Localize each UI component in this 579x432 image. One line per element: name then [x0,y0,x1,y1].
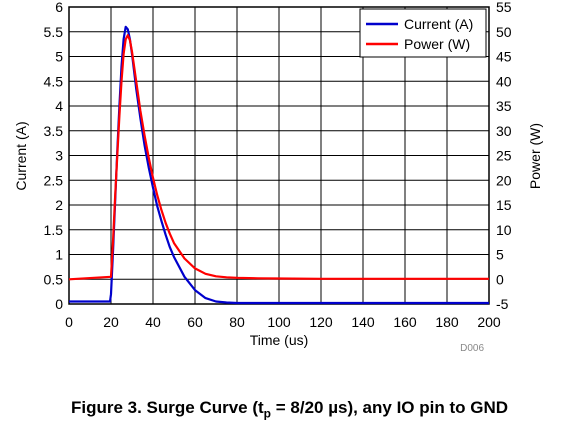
x-tick-label: 120 [309,314,333,330]
x-tick-label: 60 [187,314,203,330]
surge-curve-chart: 0 20 40 60 80 100 120 140 160 180 200 00.511.522.5… [13,0,543,354]
x-tick-label: 100 [267,314,291,330]
x-axis-ticks: 0 20 40 60 80 100 120 140 160 180 200 [65,314,501,330]
legend-box [359,8,487,58]
y2-tick-label: 50 [496,24,512,40]
y-tick-label: 3.5 [44,123,64,139]
x-tick-label: 0 [65,314,73,330]
y2-tick-label: 0 [496,271,504,287]
x-tick-label: 180 [435,314,459,330]
figure-caption: Figure 3. Surge Curve (tp = 8/20 µs), an… [0,398,579,420]
y-tick-label: 6 [55,0,63,15]
y2-tick-label: 55 [496,0,512,15]
y-tick-label: 5.5 [44,24,64,40]
legend: Current (A) Power (W) [359,8,487,58]
y2-tick-label: 25 [496,148,512,164]
y-axis-ticks: 0 0.5 1 1.5 2 2.5 3 3.5 4 4.5 5 5.5 6 [44,0,64,312]
x-tick-label: 200 [477,314,501,330]
legend-label-current: Current (A) [404,16,473,32]
y2-tick-label: 10 [496,222,512,238]
source-tag: D006 [460,343,484,354]
caption-subscript: p [263,406,272,421]
y-tick-label: 4 [55,98,63,114]
series-line-power [68,34,489,281]
y-tick-label: 3 [55,148,63,164]
caption-suffix: = 8/20 µs), any IO pin to GND [271,398,509,417]
y-tick-label: 1 [55,247,63,263]
x-tick-label: 20 [103,314,119,330]
x-tick-label: 40 [145,314,161,330]
series-lines [68,25,489,305]
y2-tick-label: -5 [496,296,509,312]
y-axis-label: Current (A) [13,121,29,190]
y2-tick-label: 40 [496,73,512,89]
y2-tick-label: 20 [496,172,512,188]
y-tick-label: 2 [55,197,63,213]
y2-tick-label: 15 [496,197,512,213]
y2-tick-label: 5 [496,247,504,263]
y-tick-label: 0 [55,296,63,312]
y-tick-label: 2.5 [44,172,64,188]
y2-axis-label: Power (W) [527,123,543,189]
caption-prefix: Figure 3. Surge Curve (t [70,398,264,417]
x-axis-label: Time (us) [250,332,309,348]
y-tick-label: 5 [55,49,63,65]
y2-tick-label: 45 [496,49,512,65]
x-tick-label: 140 [351,314,375,330]
y-tick-label: 1.5 [44,222,64,238]
y-tick-label: 4.5 [44,73,64,89]
y-tick-label: 0.5 [44,271,64,287]
x-tick-label: 80 [229,314,245,330]
y2-axis-ticks: -5 0 5 10 15 20 25 30 35 40 45 50 55 [496,0,512,312]
y2-tick-label: 35 [496,98,512,114]
x-tick-label: 160 [393,314,417,330]
y2-tick-label: 30 [496,123,512,139]
legend-label-power: Power (W) [404,36,470,52]
